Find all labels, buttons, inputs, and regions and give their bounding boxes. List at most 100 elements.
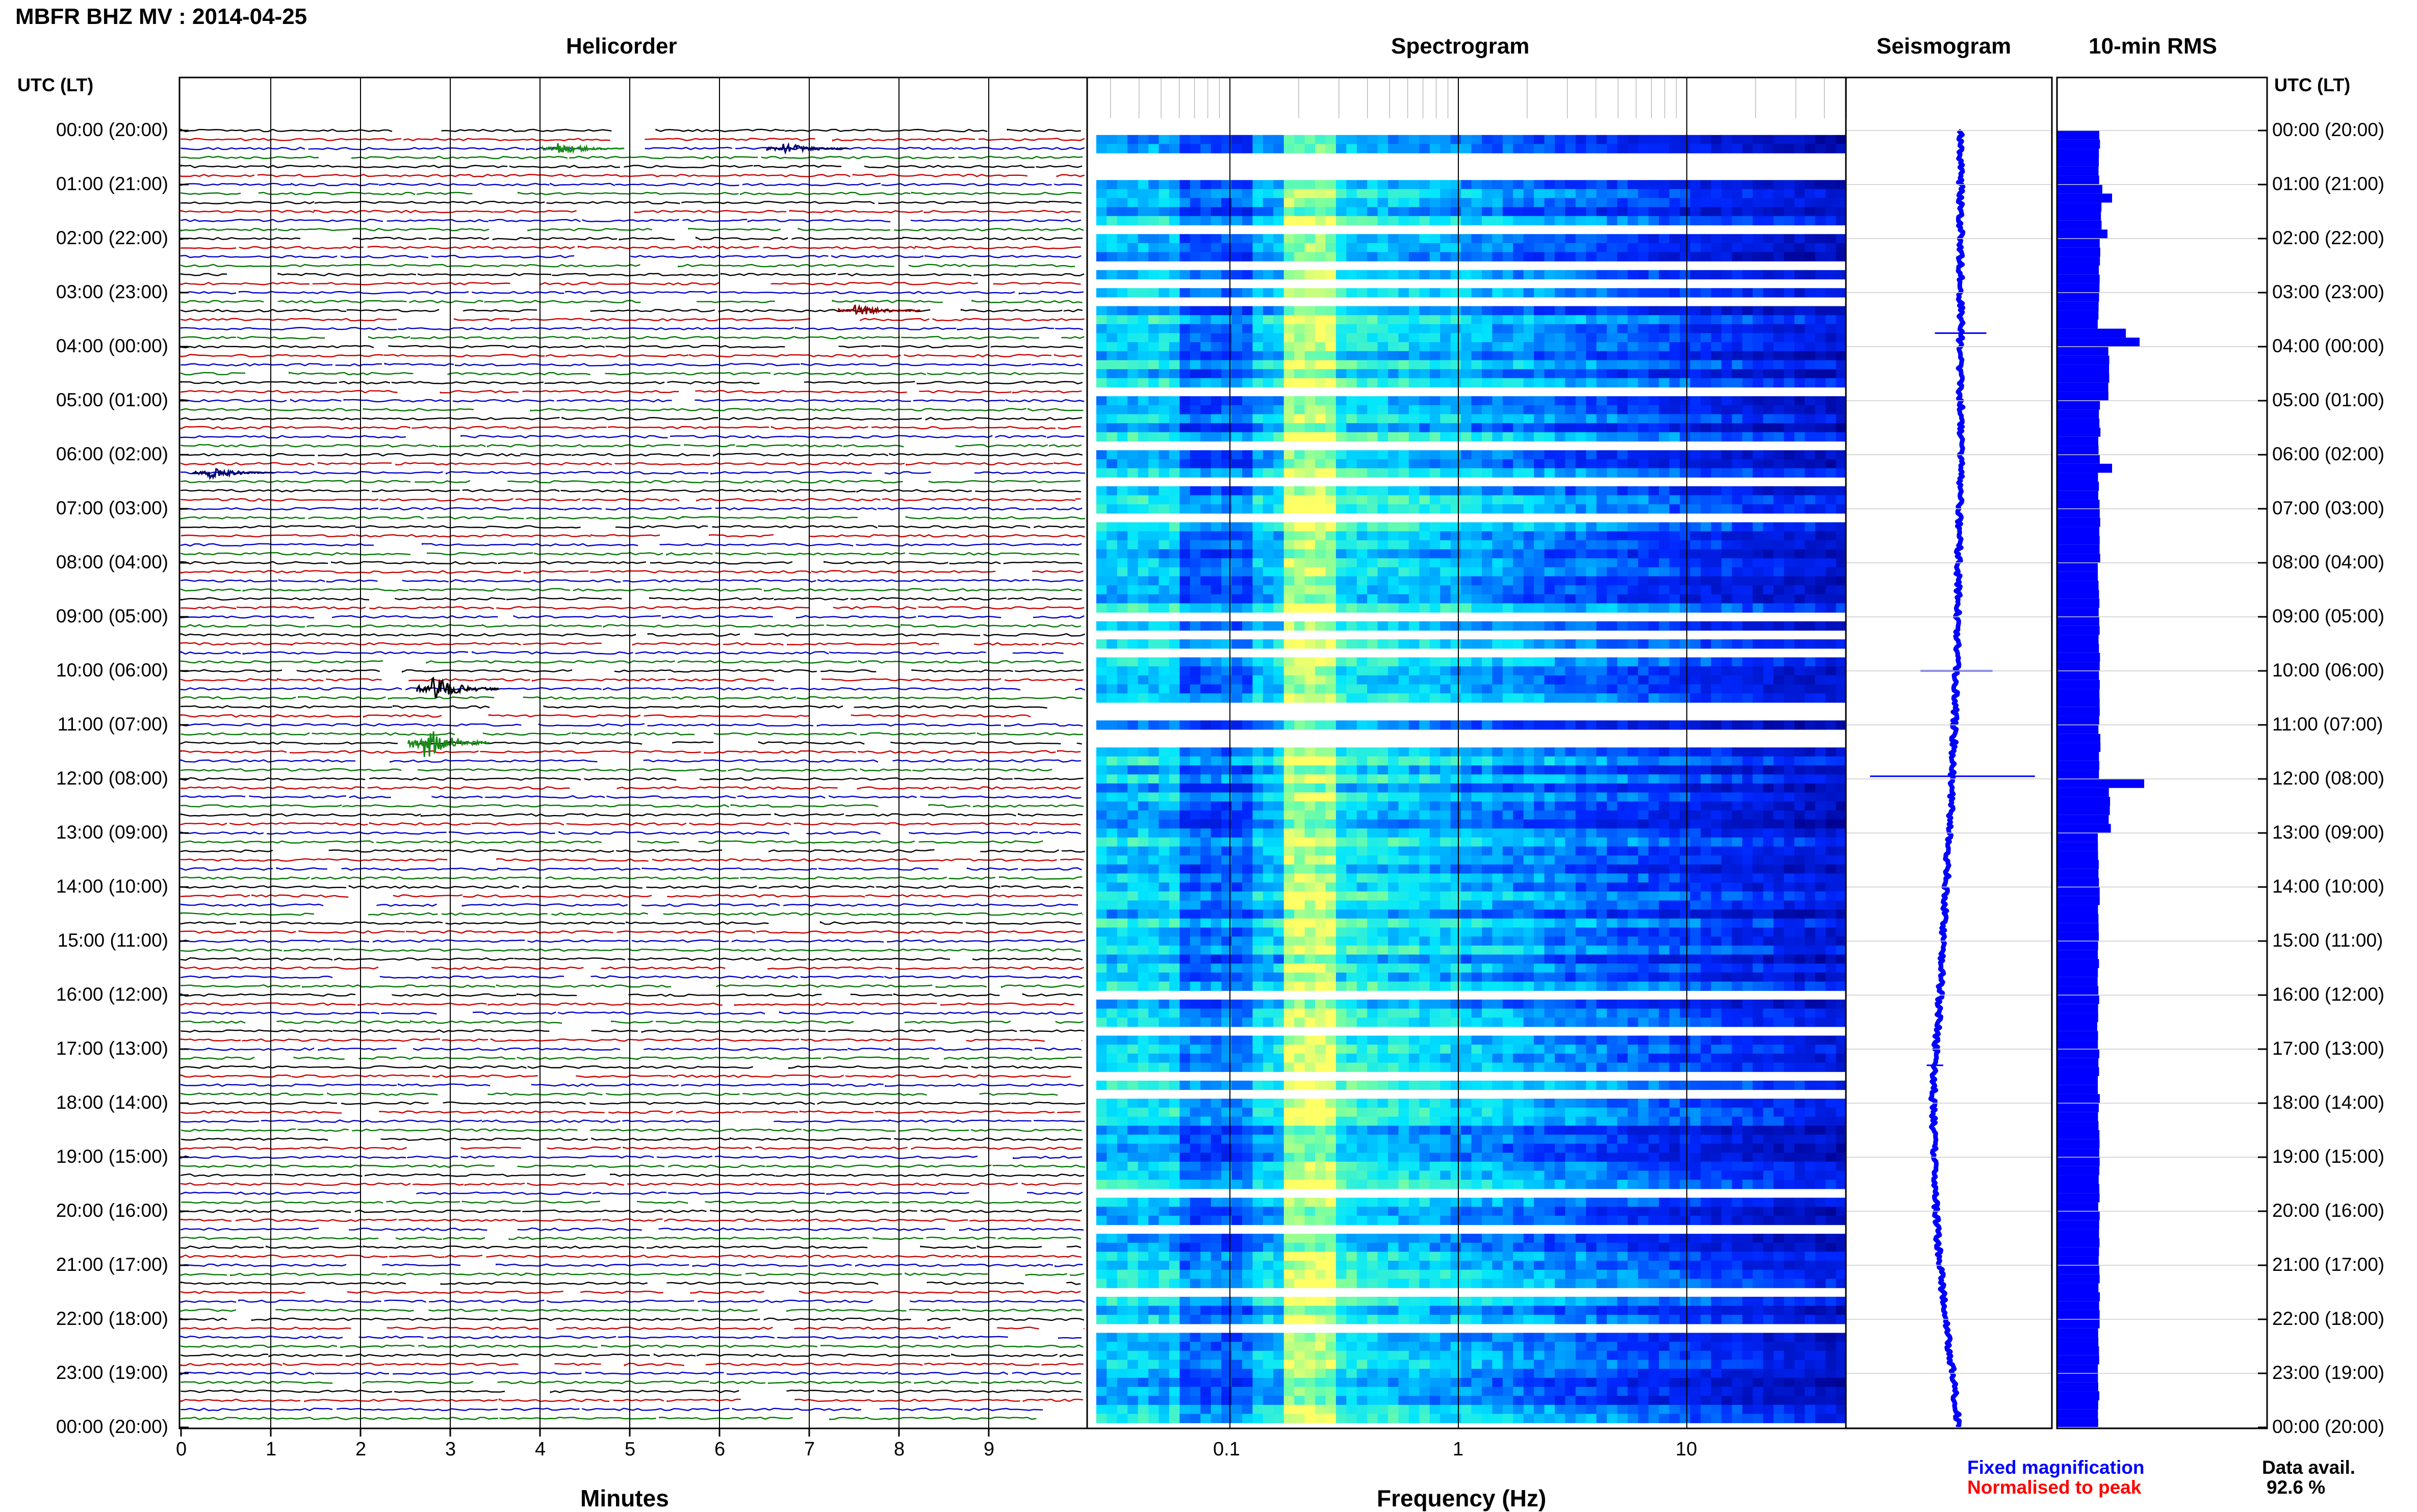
spectrogram-cell: [1534, 639, 1545, 648]
spectrogram-cell: [1617, 496, 1628, 505]
spectrogram-cell: [1148, 432, 1159, 441]
spectrogram-cell: [1701, 540, 1711, 550]
spectrogram-cell: [1367, 693, 1378, 702]
spectrogram-cell: [1440, 774, 1451, 784]
helicorder-trace-line: [818, 1102, 1011, 1104]
spectrogram-cell: [1388, 693, 1399, 702]
spectrogram-cell: [1628, 189, 1638, 198]
helicorder-trace-line: [667, 553, 713, 555]
spectrogram-cell: [1294, 135, 1305, 144]
spectrogram-cell: [1409, 558, 1420, 567]
spectrogram-cell: [1732, 757, 1742, 766]
spectrogram-cell: [1659, 396, 1669, 405]
spectrogram-cell: [1399, 558, 1409, 567]
helicorder-trace-line: [461, 435, 667, 438]
spectrogram-cell: [1451, 189, 1461, 198]
helicorder-trace-line: [181, 1147, 300, 1149]
spectrogram-cell: [1576, 685, 1586, 694]
spectrogram-cell: [1711, 639, 1722, 648]
spectrogram-cell: [1628, 180, 1638, 189]
spectrogram-cell: [1117, 693, 1128, 702]
helicorder-trace-line: [443, 1102, 585, 1104]
spectrogram-cell: [1721, 234, 1732, 243]
spectrogram-cell: [1586, 333, 1597, 343]
spectrogram-cell: [1680, 666, 1690, 675]
spectrogram-cell: [1701, 315, 1711, 324]
spectrogram-cell: [1597, 585, 1607, 594]
spectrogram-cell: [1451, 243, 1461, 252]
spectrogram-cell: [1565, 207, 1576, 216]
spectrogram-cell: [1773, 540, 1784, 550]
spectrogram-cell: [1492, 144, 1503, 153]
spectrogram-cell: [1659, 685, 1669, 694]
spectrogram-cell: [1315, 504, 1326, 513]
spectrogram-cell: [1326, 621, 1336, 631]
spectrogram-cell: [1721, 342, 1732, 351]
spectrogram-cell: [1649, 252, 1659, 262]
spectrogram-cell: [1545, 342, 1555, 351]
spectrogram-cell: [1586, 585, 1597, 594]
spectrogram-cell: [1513, 180, 1524, 189]
spectrogram-cell: [1263, 234, 1274, 243]
spectrogram-cell: [1669, 720, 1680, 729]
spectrogram-cell: [1805, 658, 1815, 667]
spectrogram-cell: [1096, 486, 1107, 496]
spectrogram-cell: [1263, 144, 1274, 153]
spectrogram-cell: [1607, 315, 1617, 324]
helicorder-trace-line: [601, 967, 725, 969]
spectrogram-cell: [1794, 369, 1805, 378]
spectrogram-cell: [1451, 351, 1461, 360]
spectrogram-cell: [1138, 567, 1149, 577]
spectrogram-cell: [1336, 207, 1347, 216]
spectrogram-cell: [1107, 720, 1117, 729]
spectrogram-cell: [1805, 486, 1815, 496]
spectrogram-cell: [1482, 531, 1493, 540]
helicorder-trace-line: [181, 1093, 323, 1095]
spectrogram-cell: [1711, 423, 1722, 432]
spectrogram-cell: [1701, 450, 1711, 459]
spectrogram-cell: [1586, 496, 1597, 505]
spectrogram-cell: [1576, 180, 1586, 189]
spectrogram-cell: [1721, 540, 1732, 550]
spectrogram-cell: [1440, 675, 1451, 685]
spectrogram-cell: [1586, 459, 1597, 468]
spectrogram-cell: [1524, 567, 1534, 577]
spectrogram-cell: [1617, 324, 1628, 333]
spectrogram-cell: [1534, 396, 1545, 405]
spectrogram-cell: [1430, 216, 1441, 225]
helicorder-trace-line: [851, 597, 1007, 599]
spectrogram-cell: [1492, 523, 1503, 532]
spectrogram-cell: [1179, 369, 1190, 378]
spectrogram-cell: [1524, 270, 1534, 279]
spectrogram-cell: [1545, 523, 1555, 532]
spectrogram-cell: [1179, 360, 1190, 370]
spectrogram-cell: [1252, 621, 1263, 631]
spectrogram-cell: [1638, 234, 1649, 243]
helicorder-trace-line: [403, 580, 449, 582]
helicorder-trace-line: [1040, 832, 1081, 834]
spectrogram-cell: [1461, 577, 1472, 586]
spectrogram-cell: [1513, 567, 1524, 577]
spectrogram-cell: [1721, 450, 1732, 459]
helicorder-trace-line: [1035, 787, 1081, 789]
spectrogram-cell: [1419, 784, 1430, 793]
spectrogram-cell: [1773, 747, 1784, 757]
spectrogram-cell: [1305, 577, 1316, 586]
spectrogram-cell: [1805, 784, 1815, 793]
helicorder-trace-line: [603, 1219, 662, 1221]
spectrogram-cell: [1305, 369, 1316, 378]
spectrogram-cell: [1430, 658, 1441, 667]
helicorder-trace-line: [677, 1111, 741, 1113]
spectrogram-cell: [1378, 450, 1389, 459]
spectrogram-cell: [1461, 486, 1472, 496]
spectrogram-cell: [1107, 658, 1117, 667]
spectrogram-cell: [1305, 468, 1316, 478]
spectrogram-cell: [1138, 658, 1149, 667]
spectrogram-cell: [1815, 685, 1826, 694]
spectrogram-cell: [1451, 558, 1461, 567]
spectrogram-cell: [1711, 378, 1722, 387]
helicorder-trace-line: [1076, 499, 1081, 500]
spectrogram-cell: [1513, 450, 1524, 459]
spectrogram-cell: [1190, 675, 1201, 685]
spectrogram-cell: [1461, 523, 1472, 532]
